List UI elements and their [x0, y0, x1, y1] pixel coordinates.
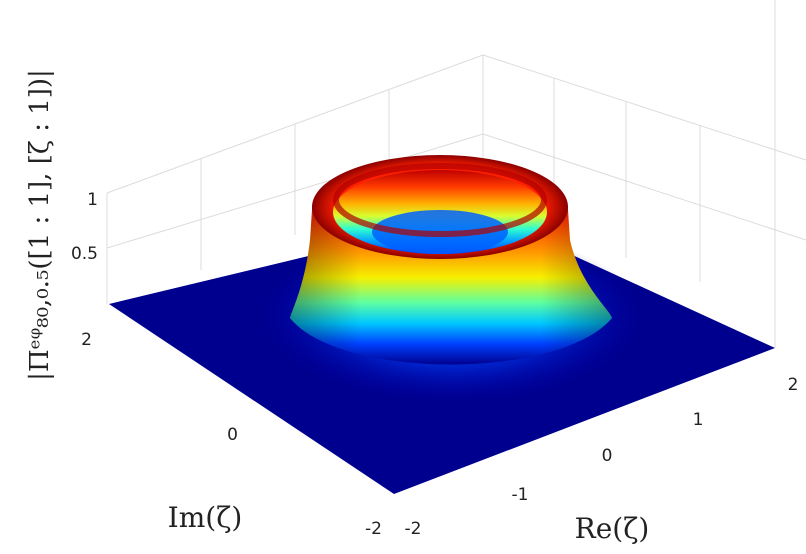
y-axis-ticks: 2 0 -2 [81, 330, 382, 539]
x-tick-label: -1 [512, 485, 529, 505]
y-tick-label: -2 [365, 519, 382, 539]
y-tick-label: 2 [81, 330, 92, 350]
axes-grid [106, 0, 806, 348]
x-tick-label: 2 [788, 375, 799, 395]
z-axis-ticks: 1 0.5 [71, 190, 98, 264]
y-tick-label: 0 [227, 425, 238, 445]
x-axis-label: Re(ζ) [575, 512, 650, 545]
z-tick-label: 0.5 [71, 244, 98, 264]
z-axis-label: |Πᵉᵠ₈₀,₀.₅([1 : 1], [ζ : 1])| [25, 69, 55, 381]
x-axis-ticks: -2 -1 0 1 2 [405, 375, 799, 539]
x-tick-label: 1 [693, 410, 704, 430]
x-tick-label: 0 [602, 446, 613, 466]
x-tick-label: -2 [405, 519, 422, 539]
ring-inner-back-wall [333, 163, 547, 237]
y-axis-label: Im(ζ) [168, 501, 243, 534]
z-tick-label: 1 [87, 190, 98, 210]
